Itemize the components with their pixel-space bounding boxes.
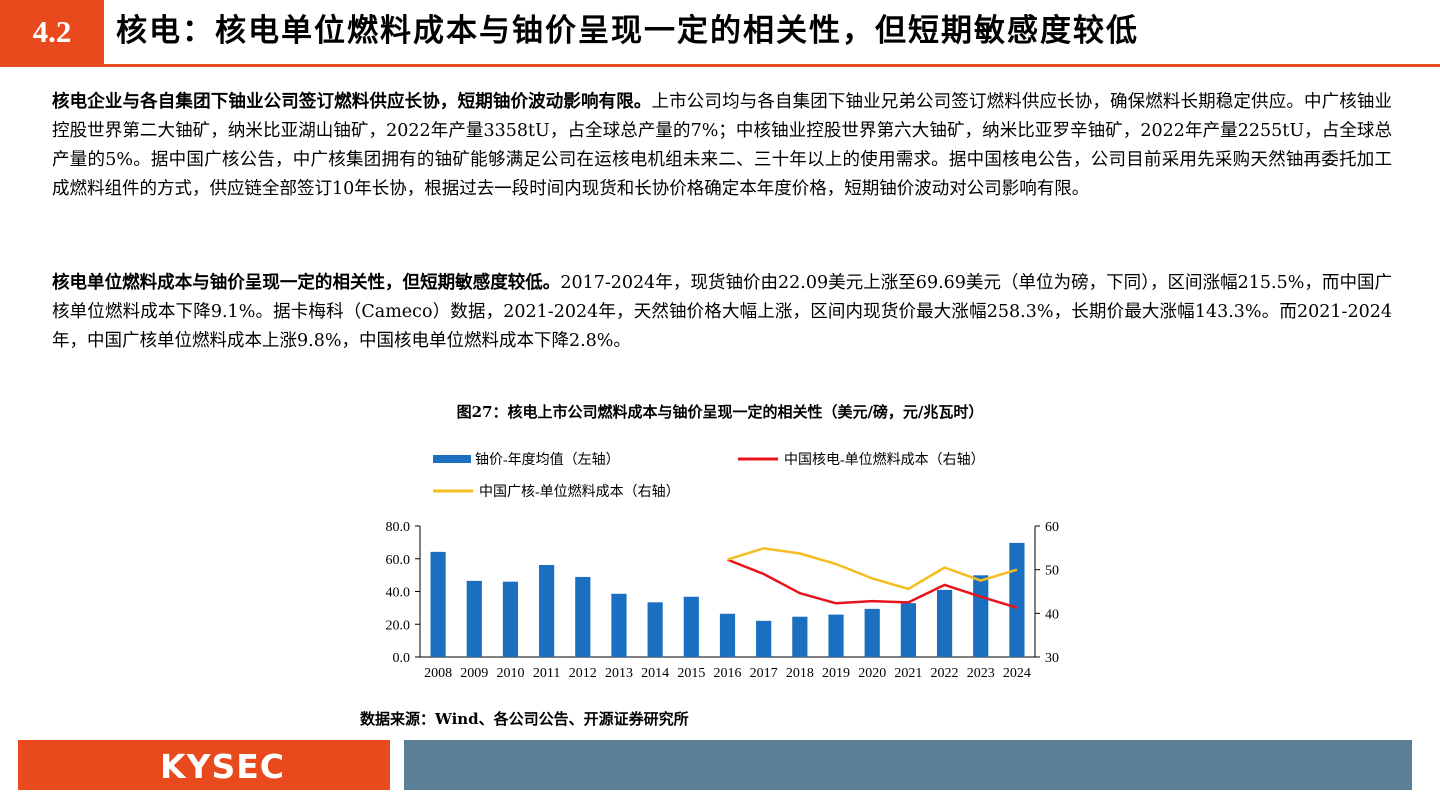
legend-label-uranium-price: 铀价-年度均值（左轴）: [475, 452, 620, 468]
left-axis-tick-label: 40.0: [386, 586, 411, 601]
figure-title: 图27：核电上市公司燃料成本与铀价呈现一定的相关性（美元/磅，元/兆瓦时）: [456, 403, 984, 421]
kysec-logo: KYSEC: [160, 747, 285, 786]
x-axis-tick-label: 2011: [533, 666, 560, 681]
bar-uranium-price: [466, 580, 482, 657]
bar-uranium-price: [539, 564, 555, 657]
bar-uranium-price: [973, 575, 989, 657]
left-axis-tick-label: 20.0: [386, 618, 411, 633]
bar-uranium-price: [611, 593, 627, 657]
page-title: 核电：核电单位燃料成本与铀价呈现一定的相关性，但短期敏感度较低: [116, 13, 1139, 49]
left-axis-tick-label: 80.0: [386, 520, 411, 535]
x-axis-tick-label: 2021: [894, 666, 922, 681]
paragraph-lead: 核电企业与各自集团下铀业公司签订燃料供应长协，短期铀价波动影响有限。: [52, 92, 652, 112]
x-axis-tick-label: 2008: [424, 666, 452, 681]
bar-uranium-price: [575, 576, 591, 657]
right-axis-tick-label: 60.0: [1045, 520, 1060, 535]
bar-uranium-price: [647, 602, 663, 657]
bar-uranium-price: [683, 596, 699, 657]
bar-uranium-price: [430, 551, 446, 657]
paragraph-body: 上市公司均与各自集团下铀业兄弟公司签订燃料供应长协，确保燃料长期稳定供应。中广核…: [52, 92, 1392, 199]
x-axis-tick-label: 2016: [714, 666, 742, 681]
x-axis-tick-label: 2024: [1003, 666, 1031, 681]
header-divider: [0, 64, 1440, 67]
x-axis-tick-label: 2023: [967, 666, 995, 681]
bar-uranium-price: [792, 616, 808, 657]
x-axis-tick-label: 2019: [822, 666, 850, 681]
bar-uranium-price: [1009, 542, 1025, 657]
x-axis-tick-label: 2013: [605, 666, 633, 681]
bar-uranium-price: [502, 581, 519, 657]
bar-uranium-price: [719, 613, 736, 657]
paragraph-supply-contracts: 核电企业与各自集团下铀业公司签订燃料供应长协，短期铀价波动影响有限。上市公司均与…: [52, 88, 1392, 204]
left-axis-tick-label: 60.0: [386, 553, 411, 568]
x-axis-tick-label: 2015: [677, 666, 705, 681]
bar-uranium-price: [900, 603, 916, 657]
x-axis-tick-label: 2014: [641, 666, 669, 681]
legend-swatch-uranium-price: [433, 455, 471, 463]
x-axis-tick-label: 2009: [460, 666, 488, 681]
footer-bar: [404, 740, 1412, 790]
section-number-badge: 4.2: [0, 0, 104, 64]
data-source: 数据来源：Wind、各公司公告、开源证券研究所: [360, 710, 689, 728]
x-axis-tick-label: 2018: [786, 666, 814, 681]
x-axis-tick-label: 2017: [750, 666, 778, 681]
right-axis-tick-label: 40.0: [1045, 607, 1060, 622]
line-cnnp-fuel-cost: [727, 558, 1018, 609]
right-axis-tick-label: 50.0: [1045, 564, 1060, 579]
paragraph-cost-correlation: 核电单位燃料成本与铀价呈现一定的相关性，但短期敏感度较低。2017-2024年，…: [52, 269, 1392, 356]
paragraph-body: 2017-2024年，现货铀价由22.09美元上涨至69.69美元（单位为磅，下…: [52, 273, 1392, 351]
right-axis-tick-label: 30.0: [1045, 651, 1060, 666]
legend-label-cgn-fuel-cost: 中国广核-单位燃料成本（右轴）: [479, 483, 680, 500]
x-axis-tick-label: 2012: [569, 666, 597, 681]
x-axis-tick-label: 2022: [931, 666, 959, 681]
bar-uranium-price: [864, 608, 880, 657]
uranium-fuel-cost-chart: 铀价-年度均值（左轴） 中国核电-单位燃料成本（右轴） 中国广核-单位燃料成本（右轴…: [386, 451, 1061, 681]
line-cgn-fuel-cost: [727, 547, 1018, 591]
paragraph-lead: 核电单位燃料成本与铀价呈现一定的相关性，但短期敏感度较低。: [52, 273, 561, 293]
x-axis-tick-label: 2010: [496, 666, 524, 681]
x-axis-tick-label: 2020: [858, 666, 886, 681]
footer-brand-bar: [18, 740, 390, 790]
left-axis-tick-label: 0.0: [393, 651, 411, 666]
bar-uranium-price: [756, 620, 772, 657]
legend-label-cnnp-fuel-cost: 中国核电-单位燃料成本（右轴）: [784, 451, 985, 468]
bar-uranium-price: [828, 614, 844, 657]
bar-uranium-price: [936, 589, 953, 657]
